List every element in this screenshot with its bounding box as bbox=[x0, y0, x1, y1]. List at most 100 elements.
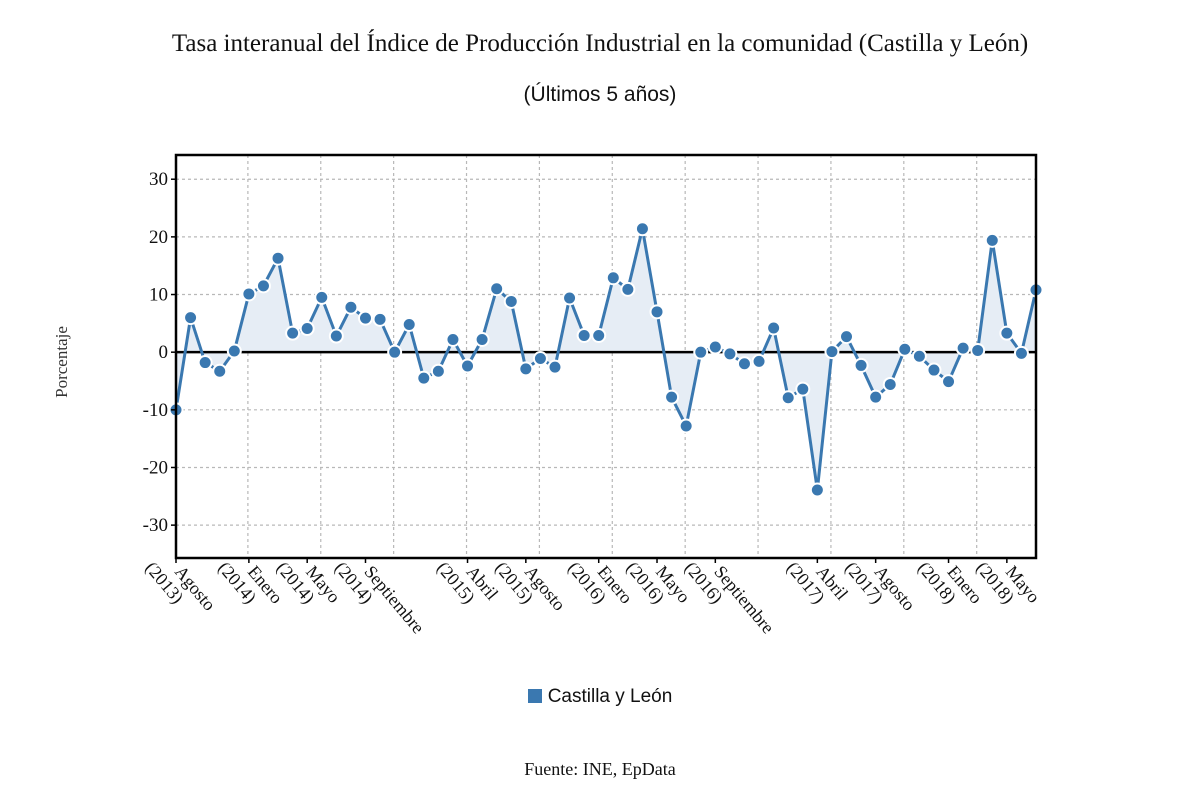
line-segment bbox=[509, 299, 528, 371]
source-note: Fuente: INE, EpData bbox=[524, 759, 676, 779]
data-point bbox=[897, 341, 913, 357]
line-segment bbox=[976, 238, 994, 352]
data-point bbox=[503, 293, 519, 309]
data-point bbox=[430, 363, 446, 379]
data-point bbox=[1013, 345, 1029, 361]
data-point bbox=[460, 358, 476, 374]
x-tick-label: Enero(2014) bbox=[214, 558, 287, 608]
data-point bbox=[853, 357, 869, 373]
data-point bbox=[693, 344, 709, 360]
data-point bbox=[678, 418, 694, 434]
data-point bbox=[489, 281, 505, 297]
y-tick-label: -30 bbox=[143, 515, 168, 536]
data-point bbox=[591, 327, 607, 343]
line-segment bbox=[990, 238, 1009, 335]
line-segment bbox=[1019, 288, 1038, 355]
data-point bbox=[955, 340, 971, 356]
data-point bbox=[984, 232, 1000, 248]
x-tick-label: Mayo(2014) bbox=[272, 558, 345, 608]
data-point bbox=[882, 376, 898, 392]
data-point bbox=[401, 317, 417, 333]
chart-title: Tasa interanual del Índice de Producción… bbox=[171, 30, 1029, 57]
data-point bbox=[562, 290, 578, 306]
line-segment bbox=[815, 350, 834, 492]
line-segment bbox=[553, 296, 572, 369]
data-point bbox=[970, 342, 986, 358]
data-point bbox=[911, 348, 927, 364]
plot-border bbox=[174, 153, 1038, 560]
data-point bbox=[328, 328, 344, 344]
data-point bbox=[241, 286, 257, 302]
y-axis-ticks: 30 20 10 0 -10 -20 -30 bbox=[143, 169, 176, 536]
data-point bbox=[620, 281, 636, 297]
data-point bbox=[285, 325, 301, 341]
data-point bbox=[547, 359, 563, 375]
data-point bbox=[445, 331, 461, 347]
data-point bbox=[926, 362, 942, 378]
data-point bbox=[357, 310, 373, 326]
data-point bbox=[605, 270, 621, 286]
data-point bbox=[809, 482, 825, 498]
data-point bbox=[343, 299, 359, 315]
x-axis-ticks: Agosto(2013) Enero(2014) Mayo(2014) Septiem… bbox=[141, 558, 1045, 638]
x-tick-label: Abril(2015) bbox=[432, 558, 502, 608]
data-point bbox=[795, 381, 811, 397]
line-segment bbox=[772, 326, 790, 400]
y-tick-label: 10 bbox=[149, 285, 168, 306]
data-point bbox=[212, 363, 228, 379]
data-point bbox=[751, 353, 767, 369]
line-segment bbox=[174, 316, 193, 412]
y-tick-label: -10 bbox=[143, 400, 168, 421]
data-point bbox=[576, 327, 592, 343]
legend-label: Castilla y León bbox=[547, 686, 673, 707]
data-point bbox=[416, 370, 432, 386]
data-point bbox=[372, 311, 388, 327]
line-segment bbox=[801, 387, 819, 492]
line-segment bbox=[640, 227, 659, 314]
data-point bbox=[634, 221, 650, 237]
y-tick-label: -20 bbox=[143, 457, 168, 478]
data-point bbox=[474, 331, 490, 347]
data-point bbox=[839, 329, 855, 345]
line-segment bbox=[232, 292, 251, 353]
series-line bbox=[174, 227, 1038, 492]
area-fill bbox=[176, 228, 1036, 490]
line-segment bbox=[480, 287, 499, 341]
plot-frame bbox=[174, 153, 1038, 560]
data-point bbox=[255, 278, 271, 294]
y-tick-label: 0 bbox=[159, 342, 169, 363]
data-point bbox=[183, 310, 199, 326]
data-point bbox=[766, 320, 782, 336]
line-segment bbox=[407, 323, 426, 380]
data-point bbox=[270, 250, 286, 266]
data-point bbox=[868, 389, 884, 405]
data-point bbox=[387, 344, 403, 360]
line-segment bbox=[684, 350, 703, 428]
series-points bbox=[168, 221, 1044, 498]
legend-swatch bbox=[527, 689, 542, 703]
data-point bbox=[197, 355, 213, 371]
legend: Castilla y León bbox=[0, 686, 1200, 708]
chart-subtitle: (Últimos 5 años) bbox=[523, 83, 677, 106]
grid-lines bbox=[176, 155, 1036, 558]
x-tick-label: Enero(2016) bbox=[563, 558, 636, 608]
line-segment bbox=[626, 227, 644, 291]
data-point bbox=[824, 344, 840, 360]
data-point bbox=[226, 343, 242, 359]
x-tick-label: Septiembre(2016) bbox=[680, 558, 778, 638]
x-tick-label: Mayo(2016) bbox=[622, 558, 695, 608]
line-segment bbox=[276, 256, 295, 335]
line-segment bbox=[189, 316, 207, 365]
x-tick-label: Enero(2018) bbox=[913, 558, 986, 608]
data-point bbox=[314, 289, 330, 305]
x-tick-label: Mayo(2018) bbox=[972, 558, 1045, 608]
data-point bbox=[941, 374, 957, 390]
area-fill-path bbox=[176, 228, 1036, 490]
data-point bbox=[518, 361, 534, 377]
data-point bbox=[649, 304, 665, 320]
line-segment bbox=[655, 310, 674, 399]
x-tick-label: Abril(2017) bbox=[782, 558, 852, 608]
data-point bbox=[707, 339, 723, 355]
data-point bbox=[664, 389, 680, 405]
